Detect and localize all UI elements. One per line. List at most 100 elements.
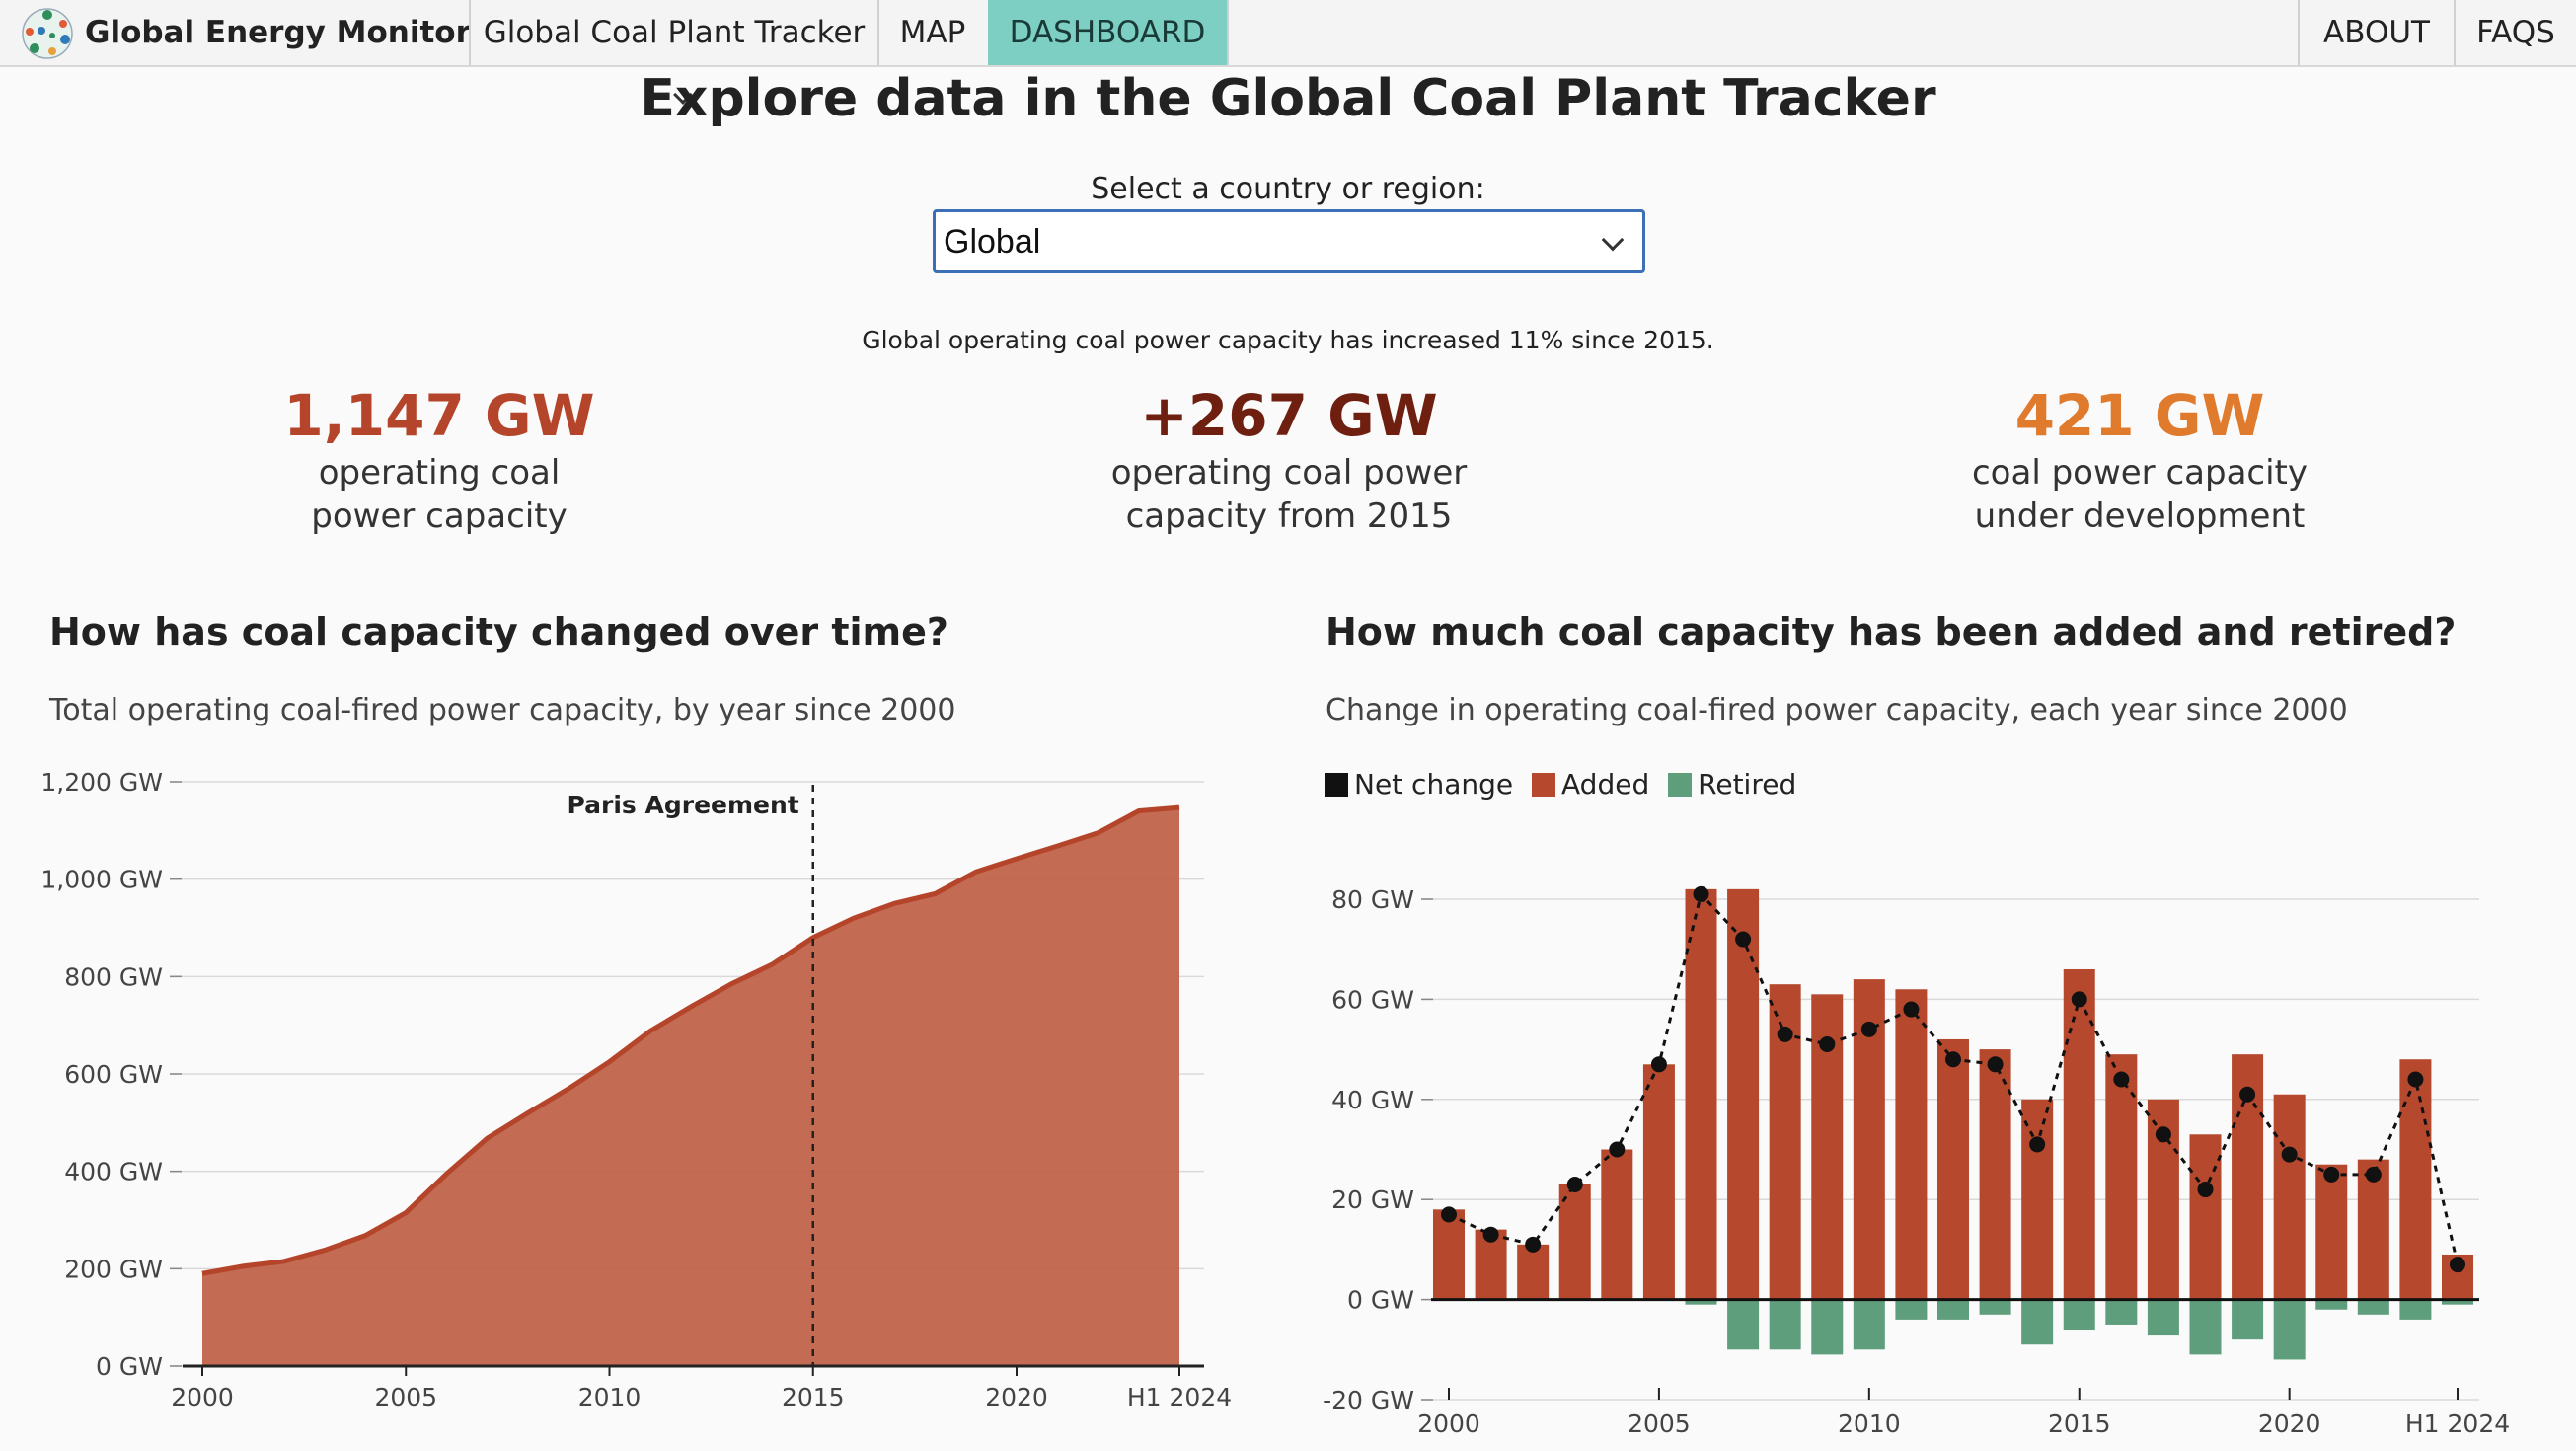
net-change-point: [2197, 1182, 2214, 1198]
capacity-area-chart: 0 GW 200 GW 400 GW 600 GW 800 GW 1,000 GW 1,20…: [40, 768, 1232, 1412]
capacity-area: [202, 807, 1179, 1366]
legend-swatch: [1325, 773, 1348, 797]
stat-label: power capacity: [311, 496, 568, 536]
added-bar: [2063, 968, 2095, 1300]
summary-text: Global operating coal power capacity has…: [862, 326, 1714, 354]
retired-bar: [2273, 1299, 2306, 1360]
y-tick-label: 20 GW: [1331, 1185, 1414, 1214]
y-tick-label: 0 GW: [96, 1352, 163, 1381]
retired-bar: [2357, 1299, 2389, 1315]
stat-label: operating coal power: [1110, 453, 1468, 493]
net-change-point: [1903, 1001, 1920, 1018]
y-tick-label: 1,000 GW: [40, 866, 163, 894]
added-bar: [1895, 989, 1928, 1300]
nav-divider: [877, 0, 879, 65]
right-chart-title: How much coal capacity has been added an…: [1326, 610, 2457, 653]
x-tick-label: 2020: [985, 1383, 1048, 1412]
x-tick-label: 2020: [2258, 1410, 2321, 1438]
nav-faqs-link[interactable]: FAQS: [2476, 15, 2555, 50]
net-change-point: [2113, 1071, 2130, 1088]
brand-name[interactable]: Global Energy Monitor: [85, 15, 471, 50]
legend-label: Net change: [1354, 768, 1514, 801]
net-change-point: [2365, 1166, 2382, 1183]
stat-value: +267 GW: [1140, 382, 1438, 449]
legend-label: Added: [1561, 768, 1650, 801]
added-bar: [2357, 1159, 2389, 1300]
added-bar: [2105, 1054, 2138, 1300]
nav-divider: [1227, 0, 1229, 65]
net-change-point: [1987, 1056, 2004, 1073]
stat-value: 421 GW: [2014, 382, 2265, 449]
legend-added[interactable]: Added: [1532, 768, 1649, 801]
nav-dashboard-link[interactable]: DASHBOARD: [988, 0, 1227, 65]
added-bar: [1685, 888, 1717, 1300]
tracker-dropdown[interactable]: Global Coal Plant Tracker: [471, 0, 877, 105]
retired-bar: [1979, 1299, 2011, 1315]
y-tick-label: 1,200 GW: [40, 768, 163, 797]
added-bar: [1517, 1244, 1550, 1300]
added-bar: [1433, 1209, 1465, 1300]
net-change-point: [2071, 991, 2087, 1008]
region-select-value: Global: [944, 223, 1041, 261]
globe-logo-icon[interactable]: [20, 6, 75, 61]
retired-bar: [2063, 1299, 2095, 1331]
nav-divider: [469, 0, 471, 65]
net-change-point: [1525, 1236, 1542, 1253]
net-change-point: [1566, 1176, 1583, 1192]
left-chart-title: How has coal capacity changed over time?: [49, 610, 948, 653]
retired-bar: [2315, 1299, 2348, 1310]
stat-label: under development: [1974, 496, 2306, 536]
x-tick-label: 2005: [374, 1383, 437, 1412]
stat-development: 421 GW coal power capacity under develop…: [1794, 380, 2485, 538]
added-bar: [1642, 1064, 1675, 1300]
net-change-point: [1945, 1051, 1961, 1068]
stat-value: 1,147 GW: [283, 382, 595, 449]
legend-net[interactable]: Net change: [1325, 768, 1513, 801]
retired-bar: [1769, 1299, 1801, 1350]
added-bar: [1601, 1149, 1633, 1300]
retired-bar: [1727, 1299, 1760, 1350]
x-tick-label: 2010: [578, 1383, 642, 1412]
region-select[interactable]: Global: [933, 209, 1645, 273]
nav-divider: [2454, 0, 2456, 65]
paris-agreement-label: Paris Agreement: [568, 791, 799, 819]
y-tick-label: -20 GW: [1323, 1386, 1414, 1414]
retired-bar: [2147, 1299, 2179, 1336]
added-bar: [1558, 1184, 1591, 1300]
stat-operating: 1,147 GW operating coal power capacity: [94, 380, 785, 538]
y-tick-label: 40 GW: [1331, 1086, 1414, 1114]
nav-about-link[interactable]: ABOUT: [2323, 15, 2430, 50]
x-tick-label: 2010: [1838, 1410, 1901, 1438]
net-change-point: [1441, 1206, 1457, 1223]
y-tick-label: 400 GW: [64, 1158, 163, 1186]
added-bar: [1937, 1038, 1969, 1300]
net-change-point: [2281, 1146, 2298, 1163]
added-bar: [2273, 1094, 2306, 1300]
retired-bar: [1811, 1299, 1844, 1355]
added-bar: [2189, 1134, 2222, 1300]
legend-swatch: [1532, 773, 1556, 797]
left-chart-subtitle: Total operating coal-fired power capacit…: [49, 693, 956, 727]
nav-divider: [2298, 0, 2300, 65]
retired-bar: [2189, 1299, 2222, 1355]
legend-retired[interactable]: Retired: [1668, 768, 1796, 801]
chevron-down-icon: [1601, 228, 1625, 252]
legend-label: Retired: [1698, 768, 1797, 801]
added-bar: [1727, 888, 1760, 1300]
retired-bar: [2021, 1299, 2054, 1345]
stat-since-2015: +267 GW operating coal power capacity fr…: [944, 380, 1634, 538]
region-select-label: Select a country or region:: [1091, 172, 1485, 206]
nav-map-link[interactable]: MAP: [899, 15, 966, 50]
retired-bar: [1937, 1299, 1969, 1320]
retired-bar: [2105, 1299, 2138, 1325]
x-tick-label: 2015: [782, 1383, 845, 1412]
x-tick-label: H1 2024: [1127, 1383, 1232, 1412]
top-nav: Global Energy Monitor Global Coal Plant …: [0, 0, 2576, 105]
x-tick-label: 2015: [2048, 1410, 2111, 1438]
y-tick-label: 80 GW: [1331, 885, 1414, 914]
added-bar: [2315, 1164, 2348, 1300]
net-change-point: [2407, 1071, 2424, 1088]
y-tick-label: 200 GW: [64, 1255, 163, 1283]
retired-bar: [1895, 1299, 1928, 1320]
y-tick-label: 60 GW: [1331, 985, 1414, 1014]
